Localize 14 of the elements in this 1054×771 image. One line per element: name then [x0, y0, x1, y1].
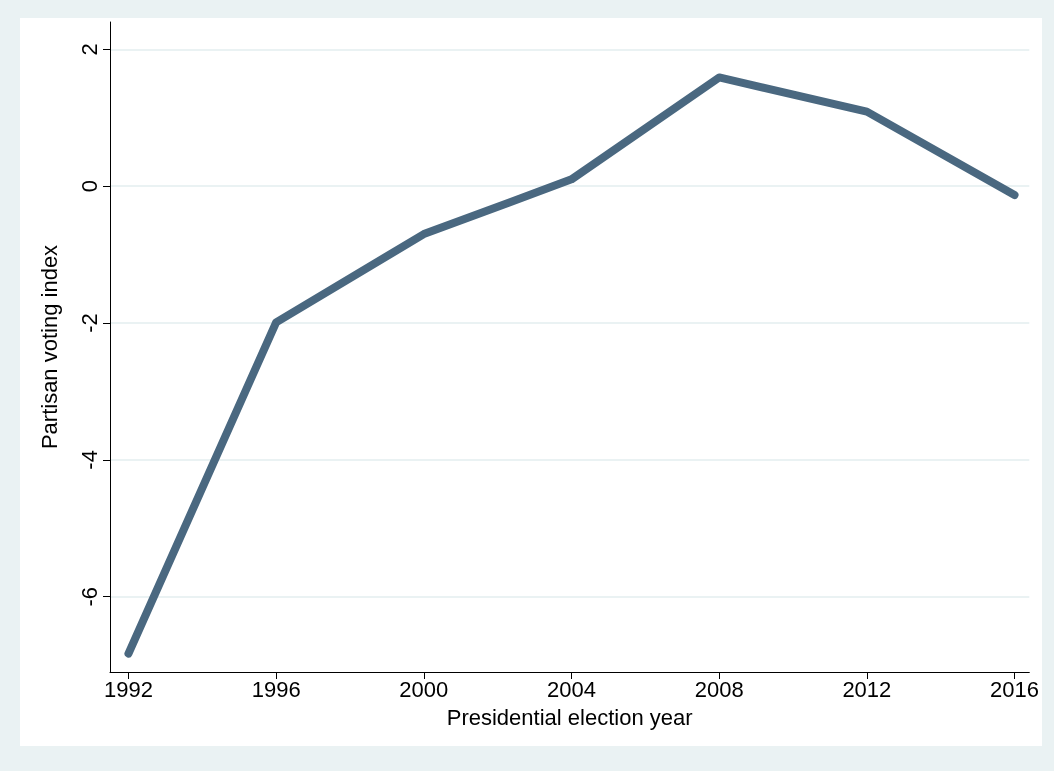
y-tick-label: -2 — [76, 313, 102, 333]
y-tick-label: 2 — [76, 43, 102, 56]
y-tick-label: 0 — [76, 180, 102, 193]
x-tick-label: 2004 — [547, 676, 596, 702]
y-tick-label: -6 — [76, 586, 102, 607]
x-axis-title: Presidential election year — [446, 704, 693, 730]
x-tick-label: 1992 — [103, 676, 153, 702]
x-tick-label: 2012 — [842, 676, 892, 702]
y-axis-title: Partisan voting index — [36, 244, 62, 450]
y-tick-label: -4 — [76, 450, 102, 470]
x-tick-label: 2016 — [990, 676, 1040, 702]
x-tick-label: 2008 — [694, 676, 744, 702]
x-tick-label: 1996 — [251, 676, 301, 702]
x-tick-label: 2000 — [399, 676, 449, 702]
